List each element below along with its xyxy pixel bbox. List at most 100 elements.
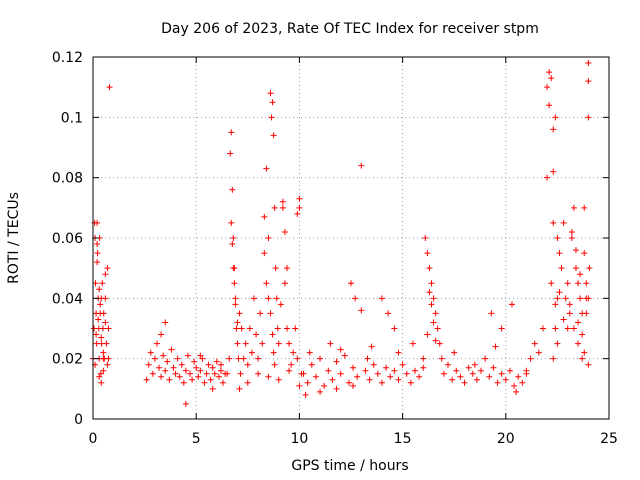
data-point: [288, 361, 295, 368]
data-point: [100, 367, 107, 374]
data-point: [207, 376, 214, 383]
data-point: [513, 388, 520, 395]
data-point: [229, 186, 236, 193]
data-point: [279, 204, 286, 211]
data-point: [300, 370, 307, 377]
data-point: [432, 337, 439, 344]
data-point: [263, 280, 270, 287]
data-point: [217, 367, 224, 374]
data-point: [531, 340, 538, 347]
data-point: [426, 265, 433, 272]
data-point: [272, 265, 279, 272]
data-point: [178, 361, 185, 368]
data-point: [544, 174, 551, 181]
data-point: [281, 280, 288, 287]
data-point: [151, 355, 158, 362]
data-point: [290, 349, 297, 356]
data-point: [170, 364, 177, 371]
data-point: [395, 349, 402, 356]
y-tick-label: 0.04: [52, 291, 83, 307]
data-point: [564, 325, 571, 332]
data-point: [233, 325, 240, 332]
data-point: [350, 382, 357, 389]
data-point: [317, 355, 324, 362]
data-point: [577, 295, 584, 302]
data-point: [519, 379, 526, 386]
y-tick-label: 0: [74, 412, 83, 428]
data-point: [238, 325, 245, 332]
data-point: [189, 376, 196, 383]
data-point: [271, 204, 278, 211]
data-point: [550, 168, 557, 175]
data-point: [229, 241, 236, 248]
data-point: [164, 358, 171, 365]
data-point: [453, 367, 460, 374]
data-point: [213, 358, 220, 365]
x-tick-label: 15: [394, 431, 412, 447]
data-point: [255, 355, 262, 362]
data-point: [548, 280, 555, 287]
y-tick-label: 0.1: [61, 110, 83, 126]
data-point: [237, 370, 244, 377]
data-point: [550, 219, 557, 226]
data-point: [374, 370, 381, 377]
data-point: [508, 301, 515, 308]
data-point: [560, 316, 567, 323]
data-point: [364, 355, 371, 362]
data-point: [556, 289, 563, 296]
data-point: [275, 376, 282, 383]
y-tick-label: 0.06: [52, 231, 83, 247]
data-point: [358, 162, 365, 169]
data-point: [234, 340, 241, 347]
data-point: [575, 280, 582, 287]
data-point: [581, 204, 588, 211]
data-point: [93, 331, 100, 338]
data-point: [420, 355, 427, 362]
data-point: [168, 346, 175, 353]
data-point: [294, 210, 301, 217]
data-point: [197, 352, 204, 359]
data-point: [209, 364, 216, 371]
data-point: [195, 373, 202, 380]
data-point: [158, 373, 165, 380]
data-point: [96, 286, 103, 293]
data-point: [428, 280, 435, 287]
data-point: [560, 219, 567, 226]
data-point: [473, 376, 480, 383]
data-point: [422, 235, 429, 241]
data-point: [341, 352, 348, 359]
data-point: [585, 361, 592, 368]
data-point: [265, 295, 272, 302]
data-point: [426, 289, 433, 296]
y-tick-labels: 0 0.02 0.04 0.06 0.08 0.1 0.12: [52, 50, 83, 428]
data-point: [228, 129, 235, 136]
data-point: [199, 355, 206, 362]
data-point: [434, 325, 441, 332]
data-point: [488, 310, 495, 317]
data-point: [235, 355, 242, 362]
x-tick-label: 10: [290, 431, 308, 447]
data-point: [248, 349, 255, 356]
data-point: [461, 379, 468, 386]
data-point: [147, 349, 154, 356]
data-point: [552, 301, 559, 308]
data-point: [261, 213, 268, 220]
data-point: [420, 364, 427, 371]
data-point: [586, 265, 593, 272]
data-point: [570, 204, 577, 211]
x-tick-label: 25: [600, 431, 618, 447]
data-point: [269, 99, 276, 106]
data-point: [242, 340, 249, 347]
data-point: [270, 349, 277, 356]
data-point: [201, 379, 208, 386]
data-point: [391, 325, 398, 332]
data-point: [99, 325, 106, 332]
data-point: [211, 370, 218, 377]
data-point: [232, 301, 239, 308]
data-point: [259, 340, 266, 347]
data-point: [345, 379, 352, 386]
data-point: [502, 376, 509, 383]
data-point: [432, 310, 439, 317]
data-point: [585, 78, 592, 85]
